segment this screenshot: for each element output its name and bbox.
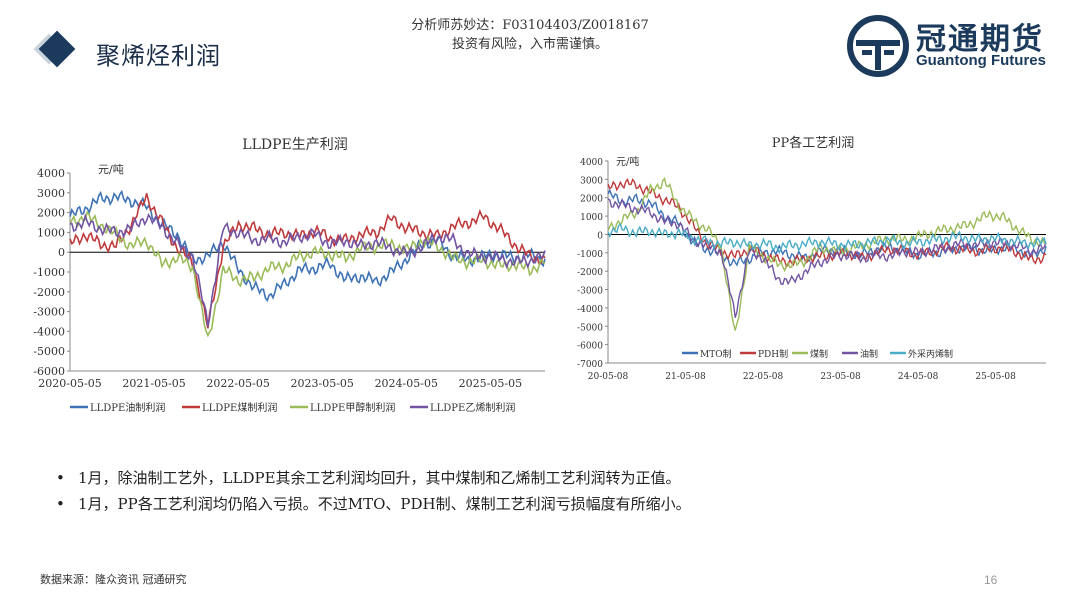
y-tick-label: 0: [58, 246, 65, 259]
legend-label: LLDPE油制利润: [90, 401, 165, 414]
y-tick-label: -2000: [33, 286, 65, 299]
legend-label: 外采丙烯制: [908, 348, 953, 360]
x-tick-label: 23-05-08: [820, 372, 861, 382]
company-name-en: Guantong Futures: [916, 52, 1046, 69]
title-diamond-icon: [38, 30, 76, 68]
y-tick-label: -6000: [33, 365, 65, 378]
company-logo-icon: [847, 15, 909, 77]
y-tick-label: -3000: [577, 287, 603, 297]
bullet-item: • 1月，除油制工艺外，LLDPE其余工艺利润均回升，其中煤制和乙烯制工艺利润转…: [48, 466, 1028, 492]
data-source: 数据来源：隆众资讯 冠通研究: [40, 573, 187, 586]
x-tick-label: 22-05-08: [743, 372, 784, 382]
y-tick-label: -6000: [577, 342, 603, 352]
chart-title: LLDPE生产利润: [242, 137, 347, 153]
pp-profit-chart: PP各工艺利润 元/吨 4000 3000 2000 1000 0 -1000 -2000 -…: [577, 135, 1047, 382]
series-line-4: [607, 197, 1047, 318]
analyst-credit: 分析师苏妙达：F03104403/Z0018167: [411, 18, 649, 33]
legend-item: LLDPE油制利润: [70, 401, 165, 414]
legend-label: LLDPE乙烯制利润: [430, 401, 515, 414]
series-line-3: [69, 210, 546, 338]
legend-label: 煤制: [810, 348, 828, 360]
series-line-4: [69, 212, 546, 327]
y-axis-unit: 元/吨: [98, 163, 124, 176]
y-tick-label: 3000: [37, 187, 65, 200]
y-tick-label: -7000: [577, 360, 603, 370]
legend-label: LLDPE甲醇制利润: [310, 401, 395, 414]
legend-item: PDH制: [740, 348, 788, 360]
y-tick-label: -4000: [577, 305, 603, 315]
y-tick-label: 1000: [580, 213, 603, 223]
bullet-list: • 1月，除油制工艺外，LLDPE其余工艺利润均回升，其中煤制和乙烯制工艺利润转…: [48, 466, 1028, 518]
bullet-mark: •: [56, 495, 65, 513]
y-tick-label: -5000: [33, 345, 65, 358]
series-line-3: [607, 177, 1047, 331]
series-line-2: [69, 193, 546, 329]
y-tick-label: -3000: [33, 306, 65, 319]
risk-disclaimer: 投资有风险，入市需谨慎。: [451, 37, 608, 52]
legend-label: PDH制: [758, 348, 788, 360]
y-tick-label: -5000: [577, 323, 603, 333]
y-tick-label: 0: [597, 231, 603, 241]
company-name-cn: 冠通期货: [916, 22, 1044, 57]
legend-item: 外采丙烯制: [890, 348, 953, 360]
lldpe-profit-chart: LLDPE生产利润 元/吨 4000 3000 2000 1000 0 -1000 -200…: [33, 137, 546, 414]
y-tick-label: -1000: [577, 250, 603, 260]
y-tick-label: 2000: [37, 207, 65, 220]
page-number: 16: [984, 573, 998, 587]
y-tick-label: 4000: [37, 167, 65, 180]
y-axis-unit: 元/吨: [616, 155, 639, 168]
legend-item: LLDPE煤制利润: [182, 401, 277, 414]
y-tick-label: 2000: [580, 195, 603, 205]
series-line-5: [607, 222, 1047, 255]
x-tick-label: 24-05-08: [898, 372, 939, 382]
bullet-mark: •: [56, 469, 65, 487]
bullet-item: • 1月，PP各工艺利润均仍陷入亏损。不过MTO、PDH制、煤制工艺利润亏损幅度…: [48, 492, 1028, 518]
x-tick-label: 2021-05-05: [122, 377, 185, 390]
legend-label: 油制: [860, 348, 878, 360]
y-tick-label: -1000: [33, 266, 65, 279]
legend-item: LLDPE甲醇制利润: [290, 401, 395, 414]
x-tick-label: 21-05-08: [665, 372, 706, 382]
x-tick-label: 25-05-08: [975, 372, 1016, 382]
x-tick-label: 2020-05-05: [38, 377, 101, 390]
chart-title: PP各工艺利润: [772, 135, 855, 151]
legend-label: LLDPE煤制利润: [202, 401, 277, 414]
x-tick-label: 2023-05-05: [291, 377, 354, 390]
legend-item: MTO制: [682, 348, 732, 360]
bullet-text: 1月，PP各工艺利润均仍陷入亏损。不过MTO、PDH制、煤制工艺利润亏损幅度有所…: [78, 495, 691, 513]
x-tick-label: 2022-05-05: [206, 377, 269, 390]
x-tick-label: 2025-05-05: [459, 377, 522, 390]
y-tick-label: 4000: [580, 158, 603, 168]
y-tick-label: -4000: [33, 325, 65, 338]
y-tick-label: 3000: [580, 176, 603, 186]
y-tick-label: -2000: [577, 268, 603, 278]
x-tick-label: 2024-05-05: [375, 377, 438, 390]
legend-item: 煤制: [792, 348, 828, 360]
legend-item: 油制: [842, 348, 878, 360]
bullet-text: 1月，除油制工艺外，LLDPE其余工艺利润均回升，其中煤制和乙烯制工艺利润转为正…: [78, 469, 681, 487]
legend-item: LLDPE乙烯制利润: [410, 401, 515, 414]
series-line-2: [607, 177, 1047, 269]
x-tick-label: 20-05-08: [588, 372, 629, 382]
y-tick-label: 1000: [37, 226, 65, 239]
page-title: 聚烯烃利润: [96, 42, 221, 70]
legend-label: MTO制: [700, 348, 732, 360]
